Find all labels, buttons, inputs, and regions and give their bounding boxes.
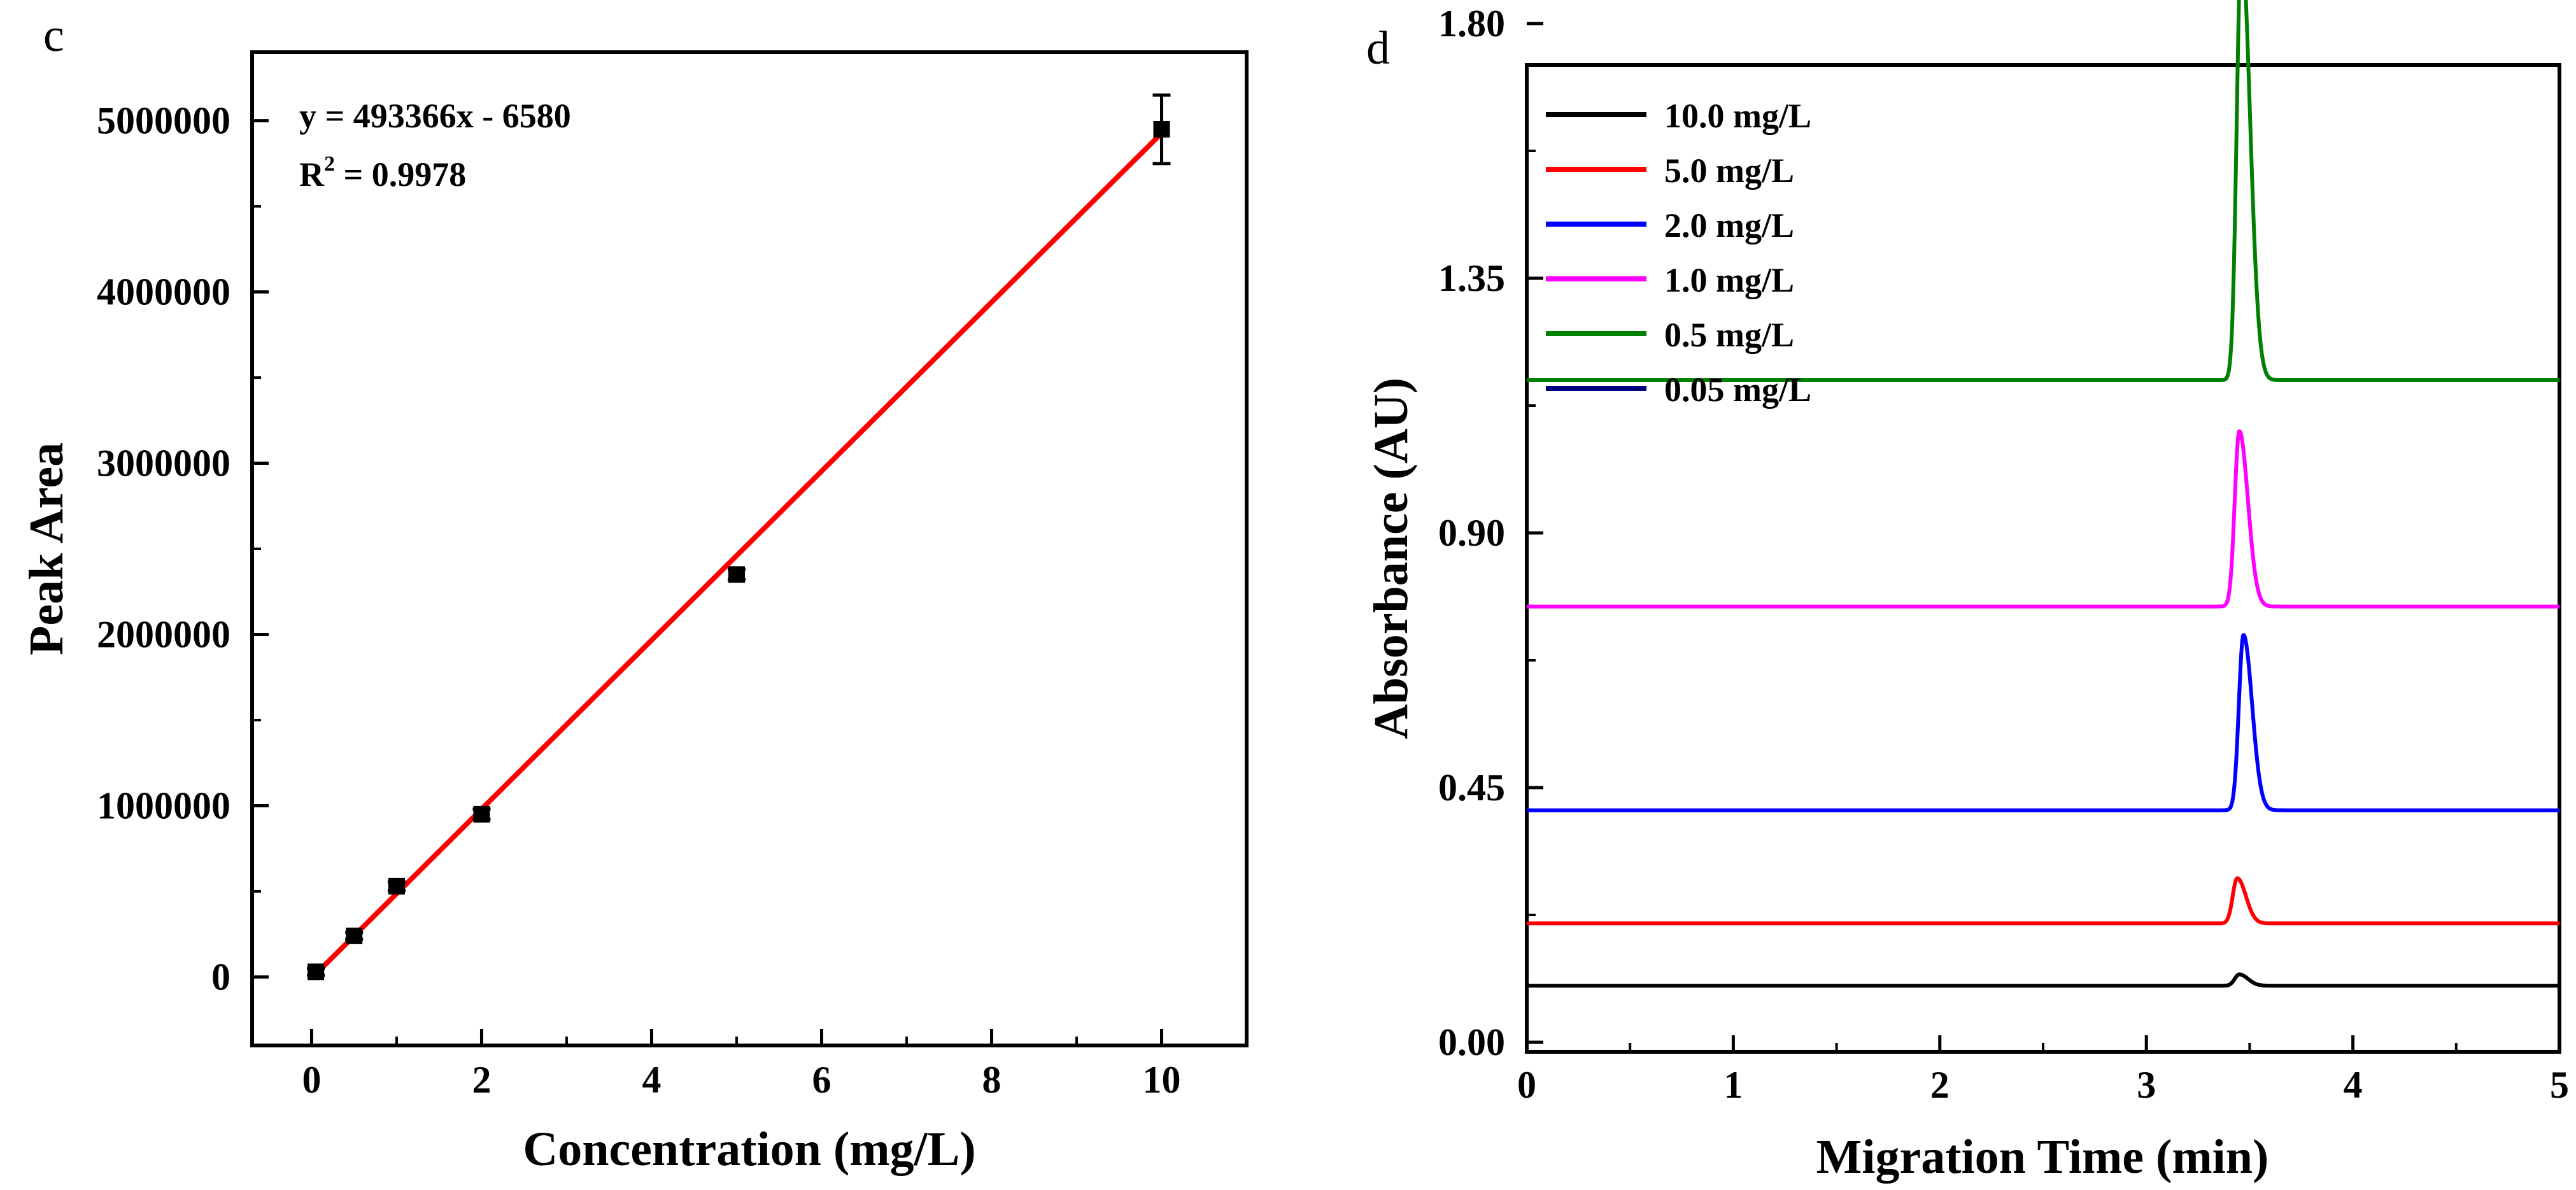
legend-item: 1.0 mg/L bbox=[1546, 261, 1794, 299]
c-y-tick-label: 3000000 bbox=[97, 443, 230, 485]
d-x-tick-label: 5 bbox=[2550, 1064, 2569, 1106]
panel-c-fit-group bbox=[314, 131, 1164, 976]
d-x-tick-label: 0 bbox=[1517, 1064, 1536, 1106]
c-x-tick-label: 2 bbox=[472, 1059, 491, 1101]
data-point bbox=[1152, 93, 1171, 166]
r-squared-value: = 0.9978 bbox=[335, 155, 466, 194]
panel-d-traces bbox=[1525, 0, 2561, 988]
legend-item: 2.0 mg/L bbox=[1546, 206, 1794, 244]
data-point bbox=[727, 566, 746, 583]
panel-c-x-axis-title: Concentration (mg/L) bbox=[523, 1123, 975, 1176]
panel-c-x-axis: 0 2 4 6 8 10 bbox=[302, 1029, 1180, 1101]
c-x-tick-label: 10 bbox=[1142, 1059, 1180, 1101]
panel-d-y-axis-title: Absorbance (AU) bbox=[1364, 378, 1418, 739]
legend-label: 0.5 mg/L bbox=[1664, 316, 1794, 354]
d-x-tick-label: 4 bbox=[2344, 1064, 2363, 1106]
panel-d-y-axis: 0.000.450.901.351.802.252.703.15 bbox=[1438, 3, 1543, 1063]
d-y-tick-label: 0.45 bbox=[1438, 767, 1505, 809]
d-y-tick-label: 0.00 bbox=[1438, 1021, 1505, 1063]
d-y-tick-label: 1.35 bbox=[1438, 257, 1505, 299]
legend-item: 10.0 mg/L bbox=[1546, 97, 1811, 135]
legend-item: 0.05 mg/L bbox=[1546, 371, 1811, 409]
fit-equation-text: y = 493366x - 6580 bbox=[299, 97, 571, 135]
legend-label: 0.05 mg/L bbox=[1664, 371, 1811, 409]
d-y-tick-label: 0.90 bbox=[1438, 512, 1505, 554]
trace-line bbox=[1525, 633, 2561, 812]
point-marker bbox=[728, 566, 745, 583]
legend-item: 0.5 mg/L bbox=[1546, 316, 1794, 354]
data-point bbox=[307, 963, 325, 981]
legend-label: 2.0 mg/L bbox=[1664, 206, 1794, 244]
data-point bbox=[345, 927, 364, 944]
r-squared-exponent: 2 bbox=[324, 152, 335, 176]
data-point bbox=[387, 877, 406, 895]
legend-label: 1.0 mg/L bbox=[1664, 261, 1794, 299]
d-x-tick-label: 3 bbox=[2137, 1064, 2156, 1106]
c-y-tick-label: 0 bbox=[211, 956, 230, 998]
trace-line bbox=[1525, 876, 2561, 926]
panel-d-legend: 10.0 mg/L 5.0 mg/L 2.0 mg/L 1.0 mg/L 0.5 mg/… bbox=[1546, 97, 1811, 409]
point-marker bbox=[388, 877, 405, 895]
panel-c-points bbox=[307, 93, 1171, 981]
d-y-tick-label: 1.80 bbox=[1438, 3, 1505, 45]
c-y-tick-label: 4000000 bbox=[97, 271, 230, 313]
c-y-tick-label: 2000000 bbox=[97, 613, 230, 655]
panel-d-x-axis-title: Migration Time (min) bbox=[1816, 1130, 2269, 1184]
c-x-tick-label: 6 bbox=[812, 1059, 831, 1101]
trace-line bbox=[1525, 429, 2561, 609]
c-y-tick-label: 5000000 bbox=[97, 100, 230, 142]
data-point bbox=[472, 805, 491, 823]
fit-line bbox=[314, 131, 1164, 976]
trace-line bbox=[1525, 0, 2561, 382]
point-marker bbox=[308, 963, 325, 981]
c-x-tick-label: 4 bbox=[642, 1059, 661, 1101]
panel-d-x-axis: 0 1 2 3 4 5 bbox=[1517, 1035, 2569, 1106]
panel-d-letter: d bbox=[1366, 22, 1390, 74]
panel-c-chart: 0 2 4 6 8 10 0 1000000 2000000 3000000 4000000 500… bbox=[20, 50, 1249, 1176]
panel-c-y-axis-title: Peak Area bbox=[20, 443, 73, 655]
d-x-tick-label: 1 bbox=[1723, 1064, 1743, 1106]
c-x-tick-label: 8 bbox=[982, 1059, 1001, 1101]
legend-label: 5.0 mg/L bbox=[1664, 152, 1794, 190]
r-squared-text: R2 = 0.9978 bbox=[299, 152, 466, 194]
d-x-tick-label: 2 bbox=[1930, 1064, 1950, 1106]
point-marker bbox=[473, 805, 490, 823]
trace-line bbox=[1525, 972, 2561, 988]
legend-label: 10.0 mg/L bbox=[1664, 97, 1811, 135]
c-x-tick-label: 0 bbox=[302, 1059, 321, 1101]
r-squared-r: R bbox=[299, 155, 325, 194]
c-y-tick-label: 1000000 bbox=[97, 784, 230, 826]
point-marker bbox=[1153, 121, 1170, 138]
panel-c-letter: c bbox=[43, 10, 64, 62]
legend-item: 5.0 mg/L bbox=[1546, 152, 1794, 190]
panel-c-plot-frame bbox=[250, 50, 1249, 1047]
point-marker bbox=[346, 927, 363, 944]
panel-c-y-axis: 0 1000000 2000000 3000000 4000000 5000000 bbox=[97, 100, 269, 998]
